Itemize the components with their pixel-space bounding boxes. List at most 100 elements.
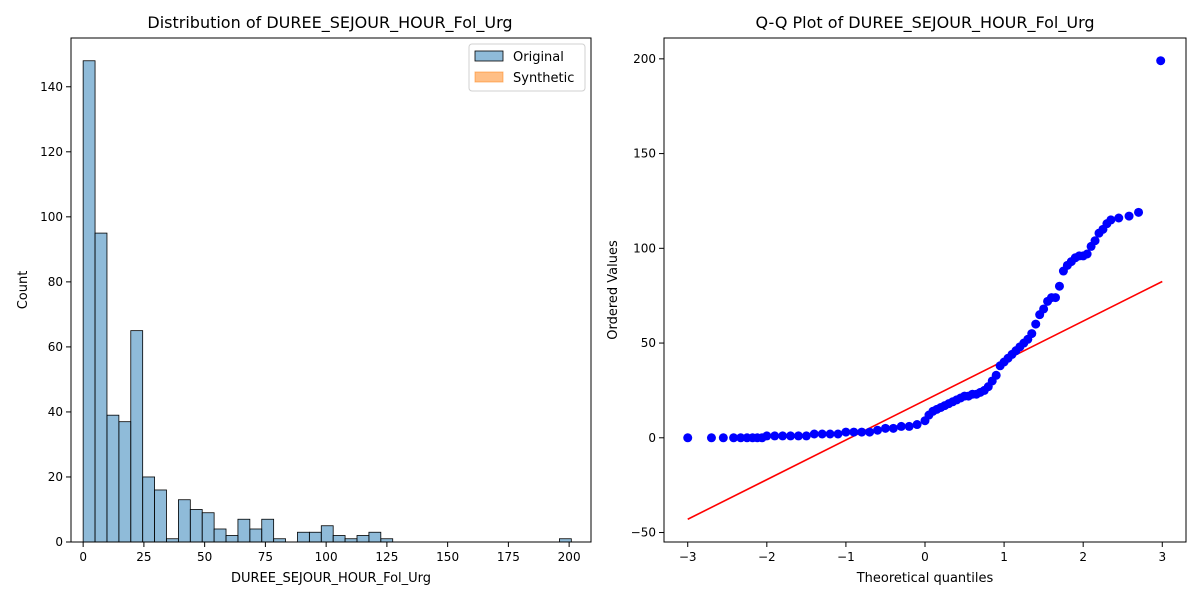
histogram-x-tick-label: 0: [79, 550, 87, 564]
histogram-bar-original: [225, 535, 239, 543]
histogram-legend: Original Synthetic: [468, 43, 586, 92]
histogram-y-label: Count: [16, 271, 31, 310]
histogram-bar-original: [201, 512, 215, 543]
qq-fit-line: [687, 280, 1163, 520]
qq-y-tick-label: 200: [633, 52, 656, 66]
legend-label-original: Original: [513, 50, 564, 65]
histogram-x-tick-label: 125: [375, 550, 398, 564]
qq-point: [857, 427, 867, 437]
qq-point: [896, 421, 906, 431]
histogram-bar-original: [320, 525, 334, 543]
qq-point: [793, 431, 803, 441]
qq-y-tick-label: 100: [633, 241, 656, 255]
qq-x-tick-label: −3: [679, 550, 697, 564]
qq-y-tick-label: −50: [631, 526, 656, 540]
qq-y-tick-label: 0: [648, 431, 656, 445]
histogram-bar-original: [189, 509, 203, 543]
qq-point: [1031, 319, 1041, 329]
histogram-bar-original: [82, 60, 96, 543]
qq-point: [778, 431, 788, 441]
histogram-bar-original: [297, 531, 310, 543]
qq-point: [904, 421, 914, 431]
legend-label-synthetic: Synthetic: [513, 71, 574, 86]
qq-x-label: Theoretical quantiles: [856, 571, 994, 586]
qq-point: [991, 370, 1001, 380]
histogram-title: Distribution of DUREE_SEJOUR_HOUR_Fol_Ur…: [147, 13, 512, 33]
qq-x-tick-label: 1: [1000, 550, 1008, 564]
qq-y-tick-label: 50: [641, 336, 656, 350]
qq-point: [729, 433, 739, 443]
histogram-y-tick-label: 60: [48, 340, 63, 354]
histogram-x-tick-label: 175: [497, 550, 520, 564]
qq-point: [736, 433, 746, 443]
qq-points: [683, 56, 1166, 443]
histogram-y-tick-label: 20: [48, 470, 63, 484]
qq-point: [801, 431, 811, 441]
histogram-y-ticks: 0 20 40 60 80 100 120 140: [40, 80, 71, 549]
histogram-x-tick-label: 75: [258, 550, 273, 564]
histogram-y-tick-label: 80: [48, 275, 63, 289]
histogram-y-tick-label: 0: [55, 535, 63, 549]
histogram-x-tick-label: 50: [197, 550, 212, 564]
histogram-bar-original: [94, 232, 108, 543]
histogram-x-tick-label: 150: [436, 550, 459, 564]
histogram-x-tick-label: 100: [315, 550, 338, 564]
qq-point: [1106, 215, 1116, 225]
qq-point: [912, 420, 922, 430]
qq-x-tick-label: 2: [1079, 550, 1087, 564]
qq-point: [865, 427, 875, 437]
qq-point: [873, 425, 883, 435]
qq-x-tick-label: 0: [921, 550, 929, 564]
qq-point: [770, 431, 780, 441]
qq-point: [841, 427, 851, 437]
qq-point: [1156, 56, 1166, 66]
qq-point: [825, 429, 835, 439]
histogram-axes-frame: [70, 37, 592, 543]
histogram-y-tick-label: 100: [40, 210, 63, 224]
qq-point: [1124, 211, 1134, 221]
histogram-bar-original: [154, 489, 167, 543]
histogram-bar-original: [130, 330, 144, 543]
histogram-panel: Distribution of DUREE_SEJOUR_HOUR_Fol_Ur…: [16, 13, 592, 586]
histogram-x-label: DUREE_SEJOUR_HOUR_Fol_Urg: [231, 571, 431, 586]
qq-point: [706, 433, 716, 443]
histogram-y-tick-label: 40: [48, 405, 63, 419]
qq-x-tick-label: 3: [1158, 550, 1166, 564]
qq-point: [718, 433, 728, 443]
histogram-bar-original: [106, 414, 120, 543]
histogram-bar-original: [308, 531, 322, 543]
qq-point: [1134, 207, 1144, 217]
qq-point: [833, 429, 843, 439]
histogram-bar-original: [142, 476, 155, 543]
qq-x-ticks: −3 −2 −1 0 1 2 3: [679, 542, 1166, 564]
qq-y-tick-label: 150: [633, 147, 656, 161]
histogram-x-ticks: 0 25 50 75 100 125 150 175 200: [79, 542, 581, 564]
qq-x-tick-label: −1: [837, 550, 855, 564]
qq-point: [1039, 304, 1049, 314]
qq-y-ticks: −50 0 50 100 150 200: [631, 52, 664, 540]
qq-point: [1027, 329, 1037, 339]
qq-point: [762, 431, 772, 441]
qq-point: [849, 427, 859, 437]
histogram-bar-original: [368, 531, 382, 543]
histogram-bar-original: [356, 535, 370, 543]
qq-axes-frame: [663, 37, 1187, 543]
qq-point: [1082, 249, 1092, 259]
qq-point: [786, 431, 796, 441]
qq-point: [809, 429, 819, 439]
histogram-bar-original: [178, 499, 191, 543]
histogram-bar-original: [332, 535, 346, 543]
histogram-bar-original: [118, 421, 132, 543]
histogram-y-tick-label: 140: [40, 80, 63, 94]
qq-y-label: Ordered Values: [606, 240, 621, 340]
qq-point: [1090, 236, 1100, 246]
histogram-bar-original: [249, 528, 263, 543]
histogram-bar-original: [237, 518, 251, 543]
histogram-bar-original: [261, 518, 275, 543]
qq-point: [1054, 281, 1064, 291]
qq-x-tick-label: −2: [758, 550, 776, 564]
qq-fit-line-group: [687, 280, 1163, 520]
qq-point: [880, 423, 890, 433]
